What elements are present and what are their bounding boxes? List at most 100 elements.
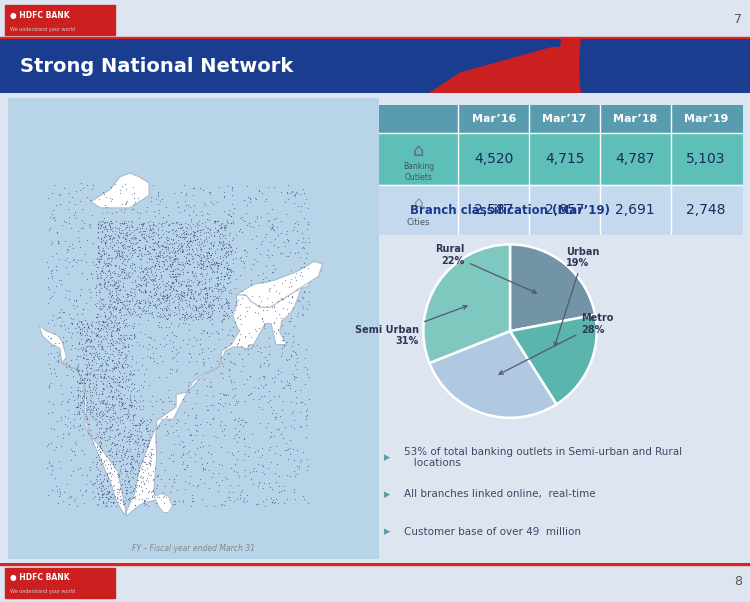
Point (194, 334, 206, 344)
Point (93, 287, 105, 297)
Point (147, 486, 159, 495)
Point (76, 490, 88, 500)
Point (181, 289, 193, 299)
Point (251, 194, 262, 204)
Point (91, 312, 103, 321)
Point (94, 396, 106, 406)
Point (201, 381, 213, 391)
Point (104, 387, 116, 397)
Point (224, 246, 236, 255)
Point (138, 276, 150, 285)
Point (281, 226, 293, 235)
Point (87, 404, 99, 414)
Point (221, 269, 233, 279)
Point (104, 468, 116, 478)
Point (114, 417, 126, 427)
Point (253, 478, 265, 488)
Point (189, 302, 201, 311)
Point (54, 321, 66, 330)
Point (146, 255, 158, 264)
Point (52, 238, 64, 248)
Point (107, 457, 119, 467)
Point (70, 186, 82, 196)
Point (200, 234, 212, 244)
Point (110, 246, 122, 255)
Point (157, 241, 169, 251)
Point (288, 374, 300, 383)
Point (117, 232, 129, 242)
Point (129, 444, 141, 454)
Point (189, 456, 201, 466)
Point (218, 223, 230, 232)
Point (122, 360, 134, 370)
Point (108, 317, 120, 327)
Point (257, 371, 269, 380)
Point (176, 260, 188, 270)
Point (51, 347, 63, 356)
Point (247, 480, 259, 489)
Point (72, 391, 84, 400)
Point (218, 262, 230, 272)
Point (196, 272, 208, 281)
Point (50, 248, 62, 258)
Point (51, 313, 63, 323)
Point (46, 237, 58, 246)
Point (80, 414, 92, 423)
Point (129, 500, 141, 510)
Text: Mar’16: Mar’16 (472, 114, 516, 124)
Point (205, 263, 217, 273)
Point (294, 270, 306, 280)
Point (142, 415, 154, 425)
Point (283, 378, 295, 388)
Point (156, 240, 168, 249)
Point (146, 275, 158, 284)
Point (268, 264, 280, 273)
Point (122, 412, 134, 422)
Point (265, 494, 277, 503)
Point (130, 480, 142, 490)
Point (197, 358, 209, 368)
Point (201, 292, 213, 302)
Point (238, 417, 250, 427)
Point (90, 302, 102, 311)
Point (200, 284, 212, 293)
Point (191, 246, 203, 255)
Point (239, 397, 251, 406)
Point (254, 452, 266, 461)
Bar (0, 37, 750, 39)
Point (202, 307, 214, 317)
Point (92, 232, 104, 242)
Point (169, 439, 181, 449)
Point (147, 238, 159, 247)
Point (87, 439, 99, 448)
Point (147, 475, 159, 485)
Point (186, 491, 198, 500)
Point (94, 433, 106, 442)
Point (152, 225, 164, 234)
Point (149, 464, 161, 473)
Point (127, 415, 139, 425)
Point (183, 446, 195, 456)
Point (74, 290, 86, 300)
Point (202, 284, 214, 294)
Point (251, 256, 263, 265)
Point (186, 267, 198, 276)
Point (151, 252, 163, 261)
Point (214, 388, 226, 398)
Point (129, 469, 141, 479)
Point (88, 352, 100, 362)
Point (62, 204, 74, 214)
Point (140, 439, 152, 449)
Point (193, 260, 205, 270)
Point (132, 251, 144, 261)
Point (95, 304, 107, 314)
Point (229, 300, 241, 309)
Point (184, 287, 196, 297)
Point (191, 368, 203, 377)
Point (118, 403, 130, 413)
Point (222, 330, 234, 340)
Point (100, 489, 112, 499)
Point (92, 500, 104, 509)
Point (133, 303, 145, 313)
Point (180, 256, 192, 266)
